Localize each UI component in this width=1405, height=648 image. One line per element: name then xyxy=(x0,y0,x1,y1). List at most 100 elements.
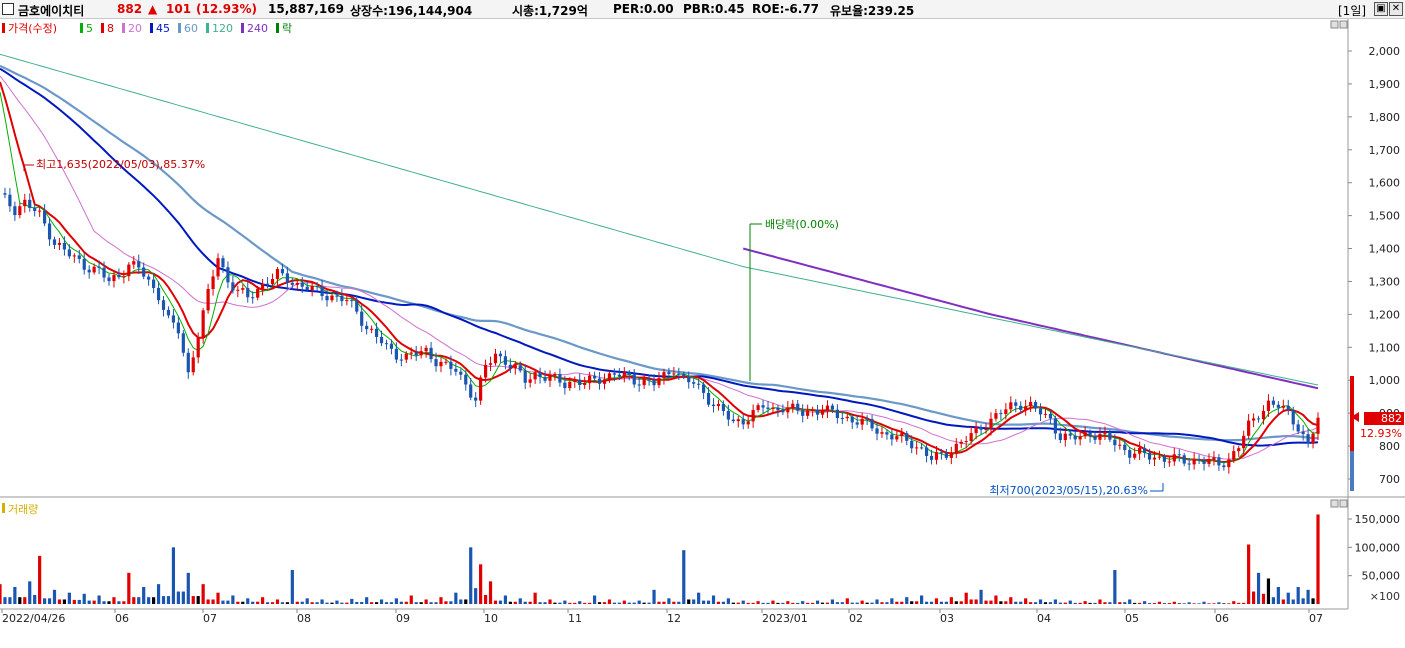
candle-body xyxy=(142,267,146,277)
candle-body xyxy=(1118,444,1122,446)
close-icon[interactable]: ✕ xyxy=(1389,2,1403,16)
volume-bar xyxy=(122,601,126,604)
candle-body xyxy=(409,352,413,354)
candle-body xyxy=(949,453,953,458)
panel-close-icon[interactable] xyxy=(1339,20,1348,29)
maximize-icon[interactable]: ▣ xyxy=(1374,2,1388,16)
candle-body xyxy=(92,266,96,273)
candle-body xyxy=(290,282,294,285)
volume-bar xyxy=(1098,599,1102,604)
candle-body xyxy=(161,300,166,310)
candle-body xyxy=(488,363,493,365)
candle-body xyxy=(404,353,408,360)
select-checkbox[interactable] xyxy=(2,3,14,15)
candle-body xyxy=(117,275,121,278)
candle-body xyxy=(1197,458,1201,461)
volume-bar xyxy=(102,601,106,604)
candle-body xyxy=(1192,458,1196,465)
volume-bar xyxy=(801,601,805,604)
candle-body xyxy=(588,375,592,384)
candle-body xyxy=(493,353,498,364)
volume-bar xyxy=(1261,593,1266,604)
price-tag-box xyxy=(1364,412,1404,425)
candle-body xyxy=(558,373,562,383)
candle-body xyxy=(553,373,557,376)
candle-body xyxy=(860,418,864,425)
legend-ma-label: 20 xyxy=(128,22,142,35)
volume-bar xyxy=(1024,598,1028,604)
candle-body xyxy=(434,359,438,367)
candle-body xyxy=(33,207,37,212)
candle-body xyxy=(62,242,67,250)
candle-body xyxy=(394,348,398,360)
candle-body xyxy=(285,273,289,283)
x-tick-label: 06 xyxy=(115,612,129,625)
candle-body xyxy=(1177,454,1181,456)
candle-body xyxy=(969,433,973,442)
candle-body xyxy=(1251,418,1256,421)
candle-body xyxy=(1113,439,1117,446)
y-tick-label: 1,300 xyxy=(1369,275,1401,288)
volume-bar xyxy=(885,602,889,604)
volume-bar xyxy=(147,597,151,604)
x-tick-label: 08 xyxy=(297,612,311,625)
volume-bar xyxy=(211,599,215,604)
candle-body xyxy=(602,379,607,384)
volume-bar xyxy=(206,599,210,604)
volume-bar xyxy=(360,601,364,604)
stock-chart[interactable]: 2,000 1,900 1,800 1,700 1,600 1,500 1,400 1,300… xyxy=(0,19,1405,648)
candle-body xyxy=(825,405,830,412)
candle-body xyxy=(548,375,552,381)
candle-body xyxy=(67,249,71,257)
candle-body xyxy=(464,374,468,385)
candle-body xyxy=(1162,456,1166,462)
candle-body xyxy=(771,407,775,409)
panel-minimize-icon[interactable] xyxy=(1330,20,1339,29)
candle-body xyxy=(270,278,275,285)
volume-bar xyxy=(746,602,750,604)
volume-bar xyxy=(687,599,691,604)
candle-body xyxy=(563,382,567,389)
candle-body xyxy=(726,410,730,420)
volume-bar xyxy=(741,600,745,604)
volume-bar xyxy=(87,600,91,604)
candle-body xyxy=(701,384,706,393)
volume-bar xyxy=(404,601,408,604)
candle-body xyxy=(791,403,795,408)
volume-bar xyxy=(751,602,755,604)
volume-close-icon[interactable] xyxy=(1339,499,1348,508)
volume-bar xyxy=(142,587,146,604)
candle-body xyxy=(1172,454,1176,462)
volume-minimize-icon[interactable] xyxy=(1330,499,1339,508)
candle-body xyxy=(1033,401,1038,409)
volume-bar xyxy=(459,599,463,604)
candle-body xyxy=(1182,455,1186,464)
volume-bar xyxy=(592,595,597,604)
volume-bar xyxy=(791,602,795,604)
volume-bar xyxy=(300,601,304,604)
candle-body xyxy=(42,210,47,224)
volume-bar xyxy=(1187,602,1191,604)
volume-bar xyxy=(1053,599,1057,604)
candle-body xyxy=(226,267,230,283)
candle-body xyxy=(241,288,245,290)
candle-body xyxy=(370,328,374,330)
candle-body xyxy=(920,447,924,449)
volume-bar xyxy=(379,599,384,604)
volume-bar xyxy=(528,601,532,604)
volume-bar xyxy=(3,597,7,604)
volume-bar xyxy=(389,602,394,604)
candle-body xyxy=(1296,424,1300,432)
price-tag-percent: 12.93% xyxy=(1360,427,1402,440)
period-selector[interactable]: [1일] xyxy=(1338,4,1367,18)
candle-body xyxy=(1078,436,1082,440)
candle-body xyxy=(330,295,334,301)
candle-body xyxy=(389,343,394,349)
x-tick-label: 07 xyxy=(1309,612,1323,625)
candle-body xyxy=(1038,408,1043,415)
candle-body xyxy=(1256,418,1261,420)
candle-body xyxy=(1237,448,1241,452)
candle-body xyxy=(910,440,914,449)
candle-body xyxy=(315,285,319,287)
candle-body xyxy=(820,411,825,415)
